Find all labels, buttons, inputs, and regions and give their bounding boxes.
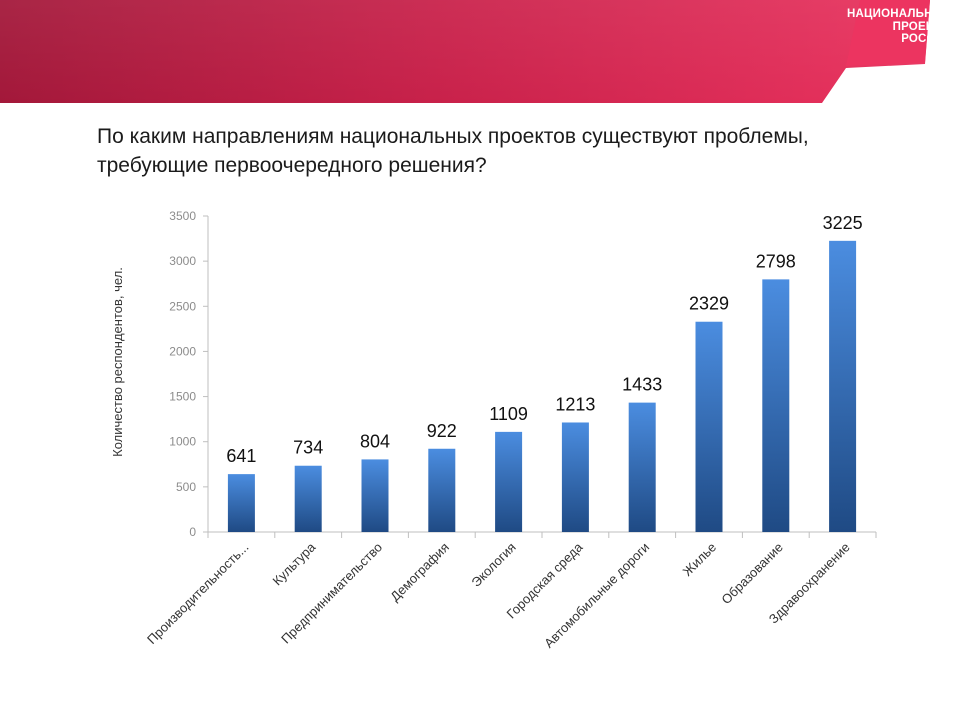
chart-data-labels: 641 734 804 922 1109 1213 1433 2329 2798 3225: [226, 213, 862, 466]
y-tick-label: 1500: [169, 390, 196, 404]
data-label: 1213: [555, 394, 595, 414]
logo-wordmark: НАЦИОНАЛЬНЫЕ ПРОЕКТЫ РОССИИ: [812, 8, 952, 46]
data-label: 2329: [689, 294, 729, 314]
y-tick-label: 0: [189, 525, 196, 539]
data-label: 3225: [823, 213, 863, 233]
chart-category-labels: Производительность... КультураПредпринима…: [144, 539, 853, 651]
data-label: 922: [427, 421, 457, 441]
bar: [628, 402, 656, 532]
bar: [561, 422, 589, 532]
page-title: По каким направлениям национальных проек…: [97, 125, 809, 177]
data-label: 641: [226, 446, 256, 466]
data-label: 1109: [489, 404, 528, 424]
bar: [829, 240, 857, 533]
chart-axes: 0 500 1000 1500 2000 2500 3000 3500: [169, 209, 877, 539]
bar: [762, 279, 790, 532]
chart-bars: [227, 240, 857, 533]
bar: [361, 459, 389, 532]
x-category-label: Образование: [718, 540, 786, 608]
bar: [428, 448, 456, 532]
logo-line-1: НАЦИОНАЛЬНЫЕ: [847, 8, 952, 20]
data-label: 2798: [756, 251, 796, 271]
y-tick-label: 3000: [169, 254, 196, 268]
bar: [495, 431, 523, 532]
x-category-label: Демография: [387, 540, 452, 605]
y-tick-label: 2000: [169, 344, 196, 358]
bar: [695, 321, 723, 532]
logo-flag-shape: [822, 0, 960, 103]
bar: [227, 474, 255, 532]
logo-line-3: РОССИИ: [901, 33, 952, 45]
x-category-label: Культура: [269, 539, 318, 588]
y-tick-label: 2500: [169, 299, 196, 313]
y-tick-label: 1000: [169, 435, 196, 449]
x-category-label: Производительность...: [144, 540, 251, 647]
y-tick-label: 500: [176, 480, 196, 494]
x-category-label: Экология: [468, 540, 518, 590]
banner-gradient: [0, 0, 960, 103]
bar: [294, 465, 322, 532]
data-label: 804: [360, 431, 390, 451]
data-label: 1433: [622, 375, 662, 395]
y-axis-label: Количество респондентов, чел.: [110, 267, 125, 457]
y-tick-label: 3500: [169, 209, 196, 223]
data-label: 734: [293, 438, 323, 458]
x-category-label: Жилье: [680, 540, 719, 579]
logo-line-2: ПРОЕКТЫ: [892, 20, 952, 33]
header-banner: НАЦИОНАЛЬНЫЕ ПРОЕКТЫ РОССИИ: [0, 0, 960, 103]
